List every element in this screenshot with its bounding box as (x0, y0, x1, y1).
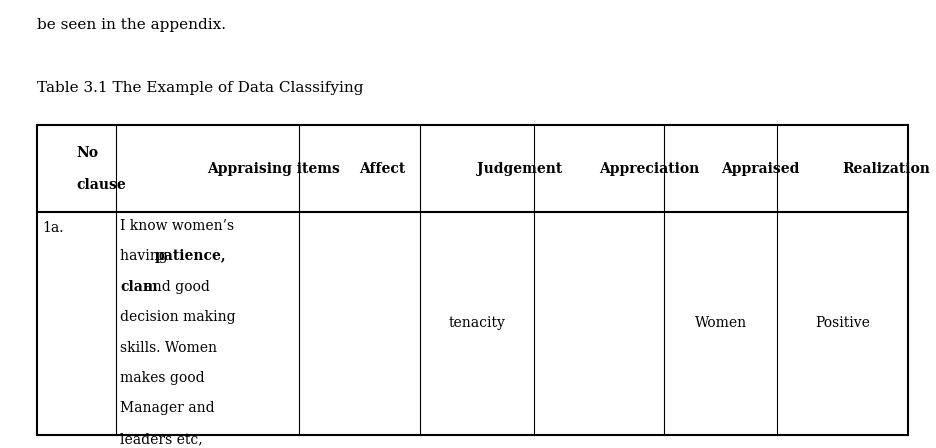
Text: 1a.: 1a. (42, 221, 64, 235)
Text: tenacity: tenacity (448, 316, 505, 330)
Text: Appraised: Appraised (721, 162, 799, 176)
Text: Judgement: Judgement (477, 162, 563, 176)
Text: and good: and good (140, 280, 210, 293)
Text: Manager and: Manager and (121, 401, 215, 415)
Text: leaders etc,: leaders etc, (121, 432, 203, 446)
Text: Women: Women (695, 316, 747, 330)
Text: clam: clam (121, 280, 158, 293)
Text: having: having (121, 249, 172, 263)
Text: makes good: makes good (121, 371, 205, 385)
Text: Appreciation: Appreciation (599, 162, 699, 176)
Text: I know women’s: I know women’s (121, 219, 235, 233)
Text: decision making: decision making (121, 310, 236, 324)
Text: Affect: Affect (359, 162, 406, 176)
Text: be seen in the appendix.: be seen in the appendix. (37, 18, 227, 32)
Text: Appraising items: Appraising items (207, 162, 340, 176)
Text: Positive: Positive (815, 316, 870, 330)
Text: skills. Women: skills. Women (121, 340, 217, 354)
Text: Realization: Realization (842, 162, 930, 176)
Text: No

clause: No clause (77, 146, 126, 192)
Text: Table 3.1 The Example of Data Classifying: Table 3.1 The Example of Data Classifyin… (37, 81, 364, 95)
Text: patience,: patience, (154, 249, 227, 263)
